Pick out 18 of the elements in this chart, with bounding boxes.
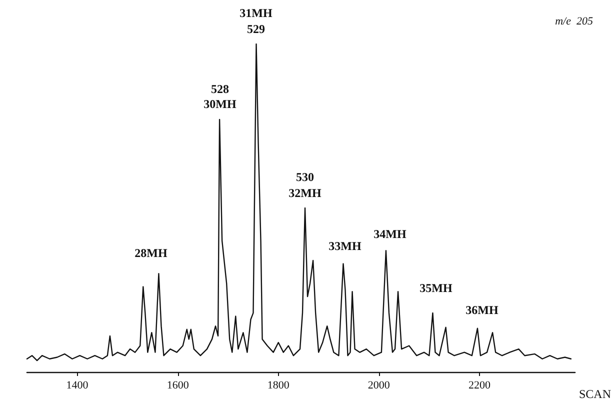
annotation: 32MH xyxy=(288,186,322,200)
text: 529 xyxy=(247,22,265,36)
annotation: 528 xyxy=(211,82,229,96)
annotation: 33MH xyxy=(328,239,362,253)
x-tick-label: 1400 xyxy=(66,380,89,392)
x-tick-label: 2200 xyxy=(468,380,491,392)
text: 31MH xyxy=(240,6,273,20)
text: m/e 205 xyxy=(555,16,594,28)
x-tick-label: 1600 xyxy=(166,380,190,392)
annotation: 28MH xyxy=(134,246,168,260)
annotation: 30MH xyxy=(204,97,237,111)
x-tick-label: 2000 xyxy=(368,380,390,392)
x-tick-label: 1800 xyxy=(267,380,290,392)
annotation: 34MH xyxy=(374,227,407,241)
annotation: 36MH xyxy=(466,303,499,317)
x-axis-title: SCAN xyxy=(579,387,612,401)
annotation: 35MH xyxy=(420,281,453,295)
annotation: 530 xyxy=(296,170,314,184)
